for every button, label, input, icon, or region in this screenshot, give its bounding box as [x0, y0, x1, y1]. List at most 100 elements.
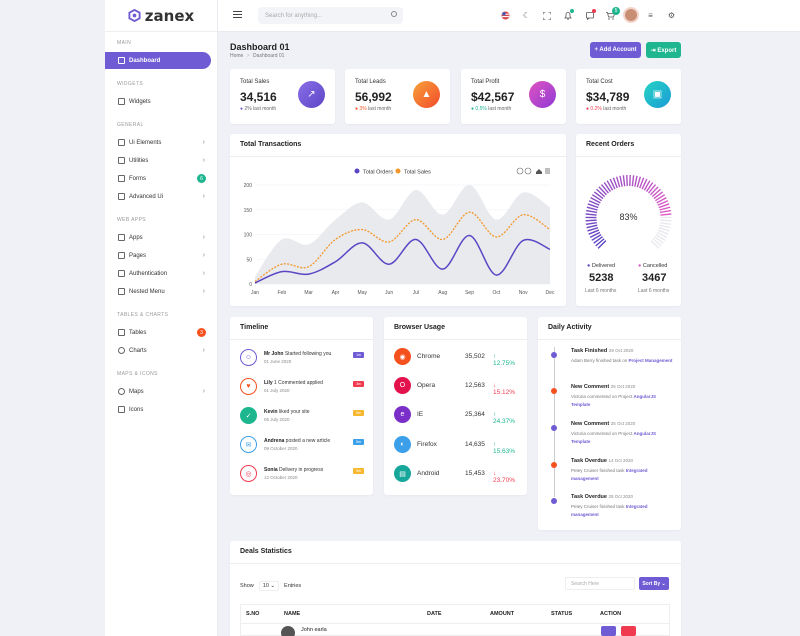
logo[interactable]: zanex: [105, 0, 217, 32]
flag-icon[interactable]: [498, 8, 513, 23]
entries-control: Show 10 ⌄ Entries: [240, 581, 302, 591]
activity-link[interactable]: AngularJS Template: [571, 431, 656, 444]
add-account-button[interactable]: + Add Account: [590, 42, 641, 58]
gauge-tick-empty: [655, 234, 666, 241]
column-header-action[interactable]: ACTION: [600, 611, 622, 617]
card-title: Timeline: [240, 324, 269, 331]
entries-select[interactable]: 10 ⌄: [258, 581, 280, 591]
user-icon: ☺: [240, 349, 257, 366]
activity-link[interactable]: Project Management: [628, 358, 673, 363]
edit-button[interactable]: [601, 626, 616, 636]
layers-icon: [118, 252, 125, 259]
gauge-tick-filled: [619, 175, 623, 187]
gauge-tick-filled: [585, 213, 597, 216]
tables-badge: 3: [197, 328, 206, 337]
dollar-icon: $: [529, 81, 556, 108]
column-header-status[interactable]: STATUS: [551, 611, 573, 617]
menu-icon[interactable]: ≡: [648, 11, 653, 20]
stat-card-total-sales: Total Sales 34,516 ● 2% last month ↗: [230, 69, 335, 124]
column-header-amount[interactable]: AMOUNT: [490, 611, 515, 617]
series-line-orders: [254, 234, 551, 284]
sidebar-item-icons[interactable]: Icons: [105, 401, 211, 418]
sort-by-button[interactable]: Sort By ⌄: [639, 577, 669, 590]
gauge-tick-empty: [652, 238, 662, 247]
sidebar-item-utilities[interactable]: Utilities ›: [105, 152, 211, 169]
column-header-name[interactable]: NAME: [284, 611, 301, 617]
gauge-tick-filled: [622, 175, 626, 187]
activity-link[interactable]: Integrated management: [571, 468, 648, 481]
daily-activity-card: Daily Activity Task Finished 29 Oct 2020…: [538, 317, 681, 530]
sidebar-item-widgets[interactable]: Widgets: [105, 93, 211, 110]
menu-toggle-icon[interactable]: [233, 11, 242, 20]
avatar: [281, 626, 295, 636]
activity-link[interactable]: AngularJS Template: [571, 394, 656, 407]
sidebar-item-authentication[interactable]: Authentication ›: [105, 265, 211, 282]
logo-text: zanex: [144, 6, 195, 25]
gauge-tick-filled: [658, 203, 670, 209]
reset-home-icon[interactable]: [536, 169, 542, 174]
activity-item: New Comment 25 Oct 2020 Victoria comment…: [550, 384, 675, 414]
activity-link[interactable]: Integrated management: [571, 504, 648, 517]
export-button[interactable]: ⇥ Export: [646, 42, 681, 58]
gauge-tick-filled: [597, 240, 607, 249]
stat-change: ● 2% last month: [240, 106, 277, 112]
gauge-tick-empty: [659, 224, 671, 229]
stat-card-total-profit: Total Profit $42,567 ● 0.5% last month $: [461, 69, 566, 124]
search-input[interactable]: Search for anything...: [258, 7, 403, 24]
deals-search-input[interactable]: Search Here: [565, 577, 635, 590]
breadcrumb-home[interactable]: Home: [230, 53, 244, 59]
gear-icon[interactable]: ⚙: [667, 11, 676, 20]
cancelled-value: 3467: [642, 272, 667, 284]
activity-item: Task Overdue 14 Oct 2020 Petey Cruiser f…: [550, 458, 675, 488]
message-icon[interactable]: [582, 8, 597, 23]
breadcrumb: Home > Dashboard 01: [230, 53, 284, 59]
sidebar-item-apps[interactable]: Apps ›: [105, 229, 211, 246]
sidebar-item-dashboard[interactable]: Dashboard: [105, 52, 211, 69]
clipboard-icon: [118, 193, 125, 200]
gauge-tick-filled: [657, 200, 669, 206]
gauge-tick-empty: [656, 231, 668, 238]
timeline-item: ♥ Lily 1 Commented applied 01 July 2020 …: [240, 378, 364, 400]
delivered-period: Last 6 months: [585, 288, 617, 294]
gauge-tick-filled: [591, 234, 602, 241]
sidebar-item-tables[interactable]: Tables 3: [105, 324, 211, 341]
sidebar-item-forms[interactable]: Forms 6: [105, 170, 211, 187]
sidebar-item-maps[interactable]: Maps ›: [105, 383, 211, 400]
gauge-tick-filled: [636, 176, 642, 188]
map-pin-icon: [118, 388, 125, 395]
sidebar-item-pages[interactable]: Pages ›: [105, 247, 211, 264]
sidebar-section-main: MAIN: [117, 40, 132, 46]
zoom-out-icon[interactable]: [524, 167, 532, 175]
deals-table-header: [240, 604, 670, 624]
cart-icon[interactable]: 5: [603, 7, 620, 23]
sidebar-item-charts[interactable]: Charts ›: [105, 342, 211, 359]
legend-label-sales: Total Sales: [404, 170, 431, 176]
gauge-tick-filled: [590, 197, 601, 204]
card-title: Total Transactions: [240, 141, 302, 148]
orders-gauge: 83%: [585, 175, 672, 249]
sidebar-item-ui-elements[interactable]: Ui Elements ›: [105, 134, 211, 151]
gauge-tick-filled: [645, 182, 654, 192]
stat-value: $42,567: [471, 90, 515, 104]
stat-card-total-leads: Total Leads 56,992 ● 3% last month ▲: [345, 69, 450, 124]
sidebar-item-advanced-ui[interactable]: Advanced Ui ›: [105, 188, 211, 205]
sidebar-item-nested-menu[interactable]: Nested Menu ›: [105, 283, 211, 300]
avatar[interactable]: [623, 7, 639, 23]
zoom-in-icon[interactable]: [516, 167, 524, 175]
stat-label: Total Cost: [586, 79, 613, 85]
chart-toolbar: [516, 167, 550, 175]
column-header-date[interactable]: DATE: [427, 611, 442, 617]
trending-up-icon: ↗: [298, 81, 325, 108]
moon-icon[interactable]: ☾: [522, 11, 531, 20]
cancelled-period: Last 6 months: [638, 288, 670, 294]
bell-icon[interactable]: [560, 8, 575, 23]
browser-row-firefox: ◐ Firefox 14,635 ↑ 15.63%: [394, 436, 519, 456]
sidebar: zanex MAIN Dashboard WIDGETS Widgets GEN…: [105, 0, 218, 636]
message-dot: [592, 9, 596, 13]
column-header-sno[interactable]: S.NO: [246, 611, 260, 617]
gauge-tick-filled: [643, 180, 651, 191]
delete-button[interactable]: [621, 626, 636, 636]
fullscreen-icon[interactable]: [539, 8, 554, 23]
sidebar-item-label: Tables: [129, 329, 147, 336]
chart-menu-icon[interactable]: [545, 168, 550, 174]
